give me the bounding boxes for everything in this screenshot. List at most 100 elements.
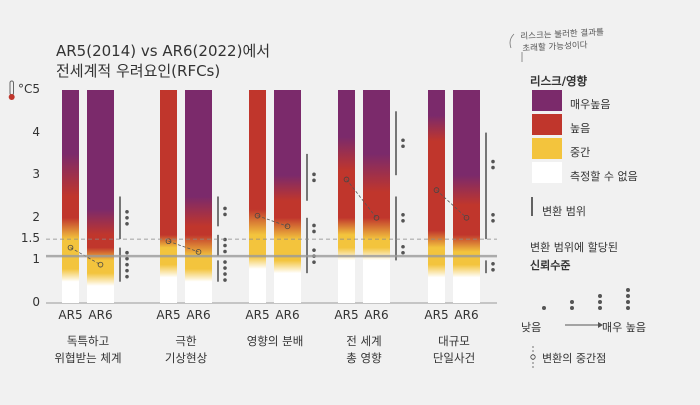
legend-confidence-high: 매우 높음 [602,321,646,334]
category-label-line1: 극한 [175,334,197,348]
y-tick-label: 1 [32,252,40,267]
category-label-line2: 총 영향 [346,351,382,365]
legend-confidence-dot [598,306,602,310]
legend-swatch [532,138,562,159]
ar6-midpoint-marker [97,261,104,268]
legend-title: 리스크/영향 [530,74,588,88]
confidence-dot [312,260,316,264]
y-tick-label: 0 [32,295,40,309]
category-label-line1: 영향의 분배 [246,334,304,348]
confidence-dot [125,210,129,214]
category-label-line2: 단일사건 [432,351,476,365]
legend-confidence-dot [542,306,546,310]
영향의 분배-ar5-bar [249,90,266,303]
confidence-dot [312,178,316,183]
legend-confidence-dot [570,306,574,310]
대규모-ar6-bar [453,90,480,303]
독특하고-ar5-bar [62,90,79,303]
legend-confidence-dot [570,300,574,304]
ar6-midpoint-marker [284,223,291,230]
confidence-dot [491,159,495,164]
confidence-dot [223,272,227,276]
극한-ar5-bar [160,90,177,303]
x-bar-label: AR5 [156,308,181,322]
category-label-line2: 기상현상 [164,351,208,365]
ar6-midpoint-marker [463,215,470,221]
y-tick-label: 2 [32,209,40,224]
legend-midpoint-symbol [530,354,536,360]
confidence-dot [401,250,405,255]
confidence-dot [125,274,129,279]
confidence-dot [491,267,495,272]
category-label-line1: 전 세계 [346,334,382,348]
category-label-line1: 대규모 [438,334,470,348]
y-axis-unit: °C [18,82,33,96]
confidence-dot [223,206,227,211]
대규모-ar5-bar [428,90,445,303]
legend-confidence-dot [626,300,630,304]
legend-range-label: 변환 범위 [542,205,586,218]
category-label-line2: 위협받는 체계 [54,351,122,365]
legend-confidence-dot [598,300,602,304]
x-bar-label: AR5 [245,308,270,322]
midpoint-connector [168,240,199,253]
legend-arrow-head [598,322,603,328]
legend-label-undetectable: 측정할 수 없음 [570,170,638,183]
legend-confidence-title-line1: 변환 범위에 할당된 [530,241,618,254]
legend-swatch [532,114,562,135]
legend-confidence-dot [626,294,630,298]
legend-midpoint-label: 변환의 중간점 [542,352,607,365]
독특하고-ar6-bar [87,90,114,303]
confidence-dot [491,165,495,170]
legend-label-high: 높음 [570,122,591,135]
confidence-dot [401,144,405,149]
confidence-dot [401,138,405,143]
confidence-dot [312,229,316,234]
note-bracket [509,33,515,49]
전 세계-ar6-bar [363,90,390,303]
legend-swatch [532,90,562,111]
confidence-dot [125,216,129,220]
x-bar-label: AR5 [334,308,359,322]
confidence-dot [125,250,129,255]
x-bar-label: AR6 [88,308,113,322]
chart-title-line1: AR5(2014) vs AR6(2022)에서 [56,42,271,60]
confidence-dot [223,278,227,282]
chart-title-line2: 전세계적 우려요인(RFCs) [56,62,221,80]
legend-label-moderate: 중간 [570,146,591,159]
x-bar-label: AR6 [186,308,211,322]
confidence-dot [125,256,129,261]
y-tick-label: 4 [32,124,40,139]
confidence-dot [312,223,316,228]
confidence-dot [223,243,227,248]
confidence-dot [223,266,227,270]
x-bar-label: AR5 [424,308,449,322]
confidence-dot [491,213,495,217]
confidence-dot [312,248,316,252]
confidence-dot [401,219,405,223]
midpoint-connector [257,215,288,227]
legend-label-very-high: 매우높음 [570,98,611,111]
confidence-dot [401,213,405,217]
category-label-line1: 독특하고 [66,334,110,348]
midpoint-connector [346,179,377,219]
ar6-midpoint-marker [195,249,202,255]
confidence-dot [125,222,129,226]
legend-confidence-dot [626,288,630,292]
x-bar-label: AR6 [454,308,479,322]
confidence-dot [491,261,495,266]
legend-swatch [532,162,562,183]
legend-confidence-title-line2: 신뢰수준 [530,259,571,272]
x-bar-label: AR6 [364,308,389,322]
전 세계-ar5-bar [338,90,355,303]
y-tick-label: 5 [32,82,40,96]
ar5-midpoint-marker [254,212,261,219]
confidence-dot [223,260,227,264]
ar5-midpoint-marker [343,176,350,183]
confidence-dot [312,172,316,177]
ar5-midpoint-marker [67,244,74,251]
confidence-dot [125,262,129,267]
confidence-dot [491,219,495,223]
y-tick-label: 1.5 [20,231,40,246]
